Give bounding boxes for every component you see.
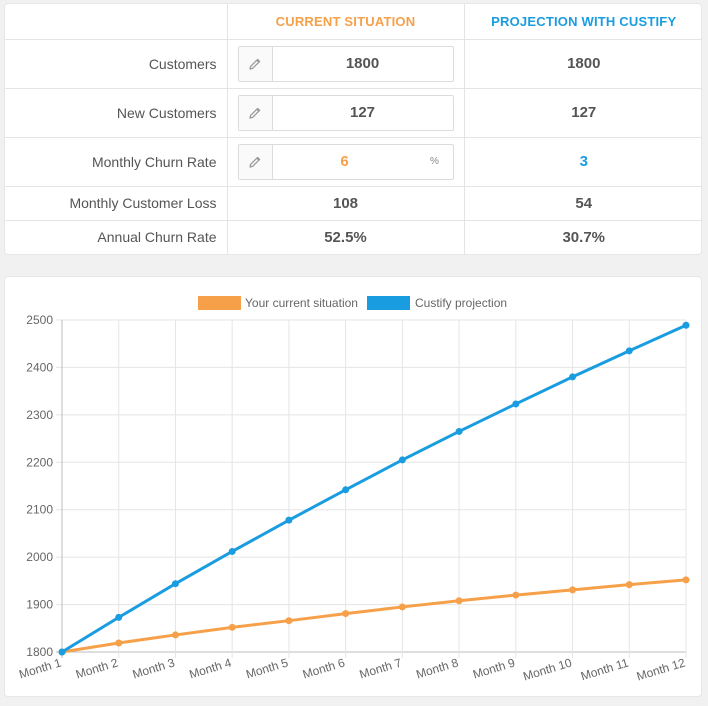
y-tick-label: 2300: [26, 408, 53, 422]
data-point-projection[interactable]: [58, 648, 66, 656]
legend-swatch-projection[interactable]: [367, 296, 410, 310]
row-label-customers: Customers: [5, 39, 228, 89]
table-row-monthly-churn-rate: Monthly Churn Rate % 3: [5, 137, 701, 187]
x-tick-label: Month 7: [358, 655, 404, 681]
calculator-table-card: CURRENT SITUATION PROJECTION WITH CUSTIF…: [4, 3, 702, 255]
x-tick-label: Month 9: [471, 655, 517, 681]
row-label-monthly-churn-rate: Monthly Churn Rate: [5, 137, 228, 187]
data-point-projection[interactable]: [398, 456, 406, 464]
header-projection-with-custify: PROJECTION WITH CUSTIFY: [464, 4, 701, 40]
data-point-projection[interactable]: [455, 427, 463, 435]
data-point-current[interactable]: [625, 581, 633, 589]
y-tick-label: 1800: [26, 645, 53, 659]
customer-growth-line-chart: Your current situation Custify projection…: [17, 296, 690, 684]
data-point-projection[interactable]: [171, 580, 179, 588]
new-customers-projection-value: 127: [464, 88, 701, 138]
data-point-projection[interactable]: [285, 516, 293, 524]
y-tick-label: 2200: [26, 455, 53, 469]
x-tick-label: Month 1: [17, 655, 63, 681]
data-point-projection[interactable]: [512, 400, 520, 408]
x-tick-label: Month 5: [244, 655, 290, 681]
new-customers-input[interactable]: [272, 95, 453, 130]
data-point-projection[interactable]: [569, 373, 577, 381]
customers-input-group: [237, 45, 454, 82]
data-point-current[interactable]: [512, 591, 520, 599]
data-point-projection[interactable]: [115, 613, 123, 621]
row-label-monthly-customer-loss: Monthly Customer Loss: [5, 186, 228, 221]
monthly-churn-rate-input[interactable]: [272, 144, 417, 179]
monthly-customer-loss-current-value: 108: [227, 186, 465, 221]
churn-calculator-table: CURRENT SITUATION PROJECTION WITH CUSTIF…: [5, 4, 701, 254]
x-tick-label: Month 11: [579, 655, 630, 683]
data-point-current[interactable]: [228, 623, 236, 631]
x-tick-label: Month 10: [521, 655, 573, 683]
chart-grid: [56, 319, 687, 658]
annual-churn-rate-projection-value: 30.7%: [562, 228, 606, 246]
pencil-icon[interactable]: [238, 95, 273, 130]
row-label-annual-churn-rate: Annual Churn Rate: [5, 220, 228, 254]
x-tick-label: Month 3: [131, 655, 177, 681]
table-row-monthly-customer-loss: Monthly Customer Loss 108 54: [5, 186, 701, 221]
x-tick-label: Month 8: [414, 655, 460, 681]
chart-card: Your current situation Custify projection…: [4, 276, 702, 697]
x-axis-ticks: Month 1 Month 2 Month 3 Month 4 Month 5 Month…: [17, 655, 687, 683]
data-point-projection[interactable]: [625, 347, 633, 355]
customers-projection-value: 1800: [464, 39, 701, 89]
x-tick-label: Month 6: [301, 655, 347, 681]
pencil-icon[interactable]: [238, 144, 273, 179]
data-point-current[interactable]: [342, 610, 350, 618]
data-point-current[interactable]: [682, 576, 690, 584]
table-row-new-customers: New Customers 127: [5, 88, 701, 138]
chart-legend: Your current situation Custify projection: [198, 296, 507, 310]
data-point-current[interactable]: [569, 586, 577, 594]
data-point-current[interactable]: [171, 631, 179, 639]
y-tick-label: 1900: [26, 598, 53, 612]
monthly-churn-rate-input-group: %: [237, 143, 454, 180]
series-line-current: [61, 578, 687, 654]
data-point-current[interactable]: [285, 617, 293, 625]
header-current-situation: CURRENT SITUATION: [227, 4, 465, 40]
table-row-annual-churn-rate: Annual Churn Rate 52.5% 30.7%: [5, 220, 701, 254]
legend-label-current[interactable]: Your current situation: [245, 296, 358, 310]
table-header-row: CURRENT SITUATION PROJECTION WITH CUSTIF…: [5, 4, 701, 40]
series-line-projection: [61, 323, 687, 654]
data-point-projection[interactable]: [228, 547, 236, 555]
data-point-current[interactable]: [455, 597, 463, 605]
customers-input[interactable]: [272, 46, 453, 81]
data-point-projection[interactable]: [342, 486, 350, 494]
new-customers-input-group: [237, 94, 454, 131]
annual-churn-rate-current-value: 52.5%: [227, 220, 465, 254]
data-point-current[interactable]: [115, 639, 123, 647]
y-tick-label: 2100: [26, 503, 53, 517]
percent-suffix: %: [430, 156, 439, 167]
legend-label-projection[interactable]: Custify projection: [415, 296, 507, 310]
x-tick-label: Month 4: [188, 655, 234, 681]
pencil-icon[interactable]: [238, 46, 273, 81]
legend-swatch-current[interactable]: [198, 296, 241, 310]
x-tick-label: Month 2: [74, 655, 120, 681]
y-axis-ticks: 1800 1900 2000 2100 2200 2300 2400 2500: [26, 313, 53, 659]
monthly-customer-loss-projection-value: 54: [464, 186, 701, 221]
y-tick-label: 2500: [26, 313, 53, 327]
y-tick-label: 2000: [26, 550, 53, 564]
data-point-current[interactable]: [398, 603, 406, 611]
table-row-customers: Customers 1800: [5, 39, 701, 89]
header-blank: [5, 4, 228, 40]
x-tick-label: Month 12: [635, 655, 687, 683]
chart-series: [58, 321, 690, 656]
data-point-projection[interactable]: [682, 321, 690, 329]
y-tick-label: 2400: [26, 360, 53, 374]
monthly-churn-rate-projection-value: 3: [464, 137, 701, 187]
row-label-new-customers: New Customers: [5, 88, 228, 138]
